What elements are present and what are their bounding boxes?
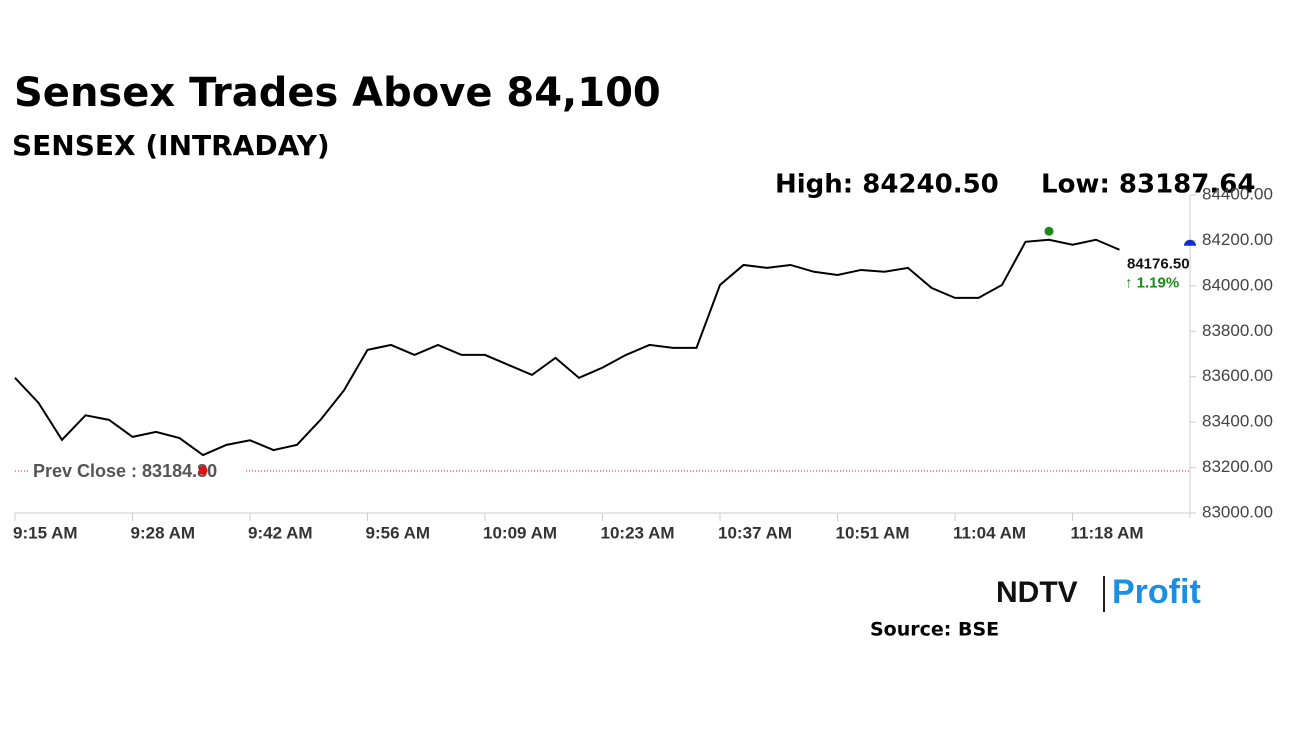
x-tick-label: 11:04 AM xyxy=(953,523,1026,542)
last-value-label: 84176.50 xyxy=(1127,256,1190,273)
y-tick-label: 83400.00 xyxy=(1202,412,1273,431)
x-tick-label: 10:23 AM xyxy=(601,523,675,542)
change-label: ↑ 1.19% xyxy=(1125,275,1179,292)
y-tick-label: 83600.00 xyxy=(1202,366,1273,385)
logo-profit: Profit xyxy=(1112,573,1201,611)
x-tick-label: 10:51 AM xyxy=(836,523,910,542)
price-line xyxy=(14,238,1120,457)
high-marker xyxy=(1044,226,1054,236)
low-marker xyxy=(198,465,208,475)
x-tick-label: 11:18 AM xyxy=(1071,523,1144,542)
y-tick-label: 83200.00 xyxy=(1202,457,1273,476)
y-tick-label: 84200.00 xyxy=(1202,230,1273,249)
y-tick-label: 84400.00 xyxy=(1202,184,1273,203)
y-tick-label: 83800.00 xyxy=(1202,321,1273,340)
x-tick-label: 9:56 AM xyxy=(366,523,431,542)
chart-subtitle: SENSEX (INTRADAY) xyxy=(12,129,330,162)
source: Source: BSE xyxy=(870,619,999,641)
x-tick-label: 9:28 AM xyxy=(131,523,196,542)
high-label: High: 84240.50 xyxy=(775,170,999,200)
y-tick-label: 84000.00 xyxy=(1202,275,1273,294)
x-tick-label: 10:37 AM xyxy=(718,523,792,542)
y-tick-label: 83000.00 xyxy=(1202,502,1273,521)
low-label: Low: 83187.64 xyxy=(1041,170,1255,200)
chart-title: Sensex Trades Above 84,100 xyxy=(14,70,661,116)
last-marker xyxy=(1184,239,1196,246)
x-tick-label: 9:15 AM xyxy=(13,523,78,542)
prev-close-label: Prev Close : 83184.80 xyxy=(33,461,217,481)
x-tick-label: 9:42 AM xyxy=(248,523,313,542)
prev-close-bg xyxy=(28,459,244,484)
logo-ndtv: NDTV xyxy=(996,576,1078,609)
x-tick-label: 10:09 AM xyxy=(483,523,557,542)
